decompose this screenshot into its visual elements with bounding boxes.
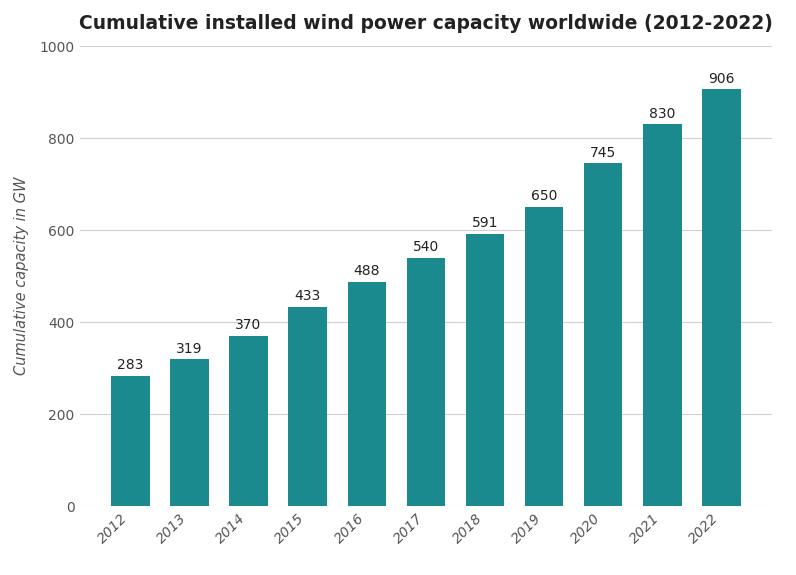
Bar xyxy=(229,336,267,506)
Text: 540: 540 xyxy=(413,240,439,254)
Title: Cumulative installed wind power capacity worldwide (2012-2022): Cumulative installed wind power capacity… xyxy=(79,14,773,33)
Bar xyxy=(525,207,564,506)
Y-axis label: Cumulative capacity in GW: Cumulative capacity in GW xyxy=(14,177,29,375)
Bar xyxy=(111,376,150,506)
Text: 433: 433 xyxy=(295,289,321,303)
Text: 745: 745 xyxy=(590,145,616,160)
Text: 830: 830 xyxy=(649,106,676,121)
Bar xyxy=(348,282,386,506)
Text: 370: 370 xyxy=(236,318,262,332)
Bar xyxy=(584,163,622,506)
Bar xyxy=(702,89,740,506)
Text: 283: 283 xyxy=(117,358,143,372)
Bar xyxy=(288,307,327,506)
Text: 591: 591 xyxy=(472,216,498,231)
Text: 906: 906 xyxy=(708,71,735,86)
Bar xyxy=(466,234,504,506)
Bar xyxy=(170,359,209,506)
Bar xyxy=(407,258,445,506)
Bar xyxy=(643,124,681,506)
Text: 319: 319 xyxy=(176,342,203,355)
Text: 650: 650 xyxy=(531,189,557,204)
Text: 488: 488 xyxy=(353,264,380,278)
